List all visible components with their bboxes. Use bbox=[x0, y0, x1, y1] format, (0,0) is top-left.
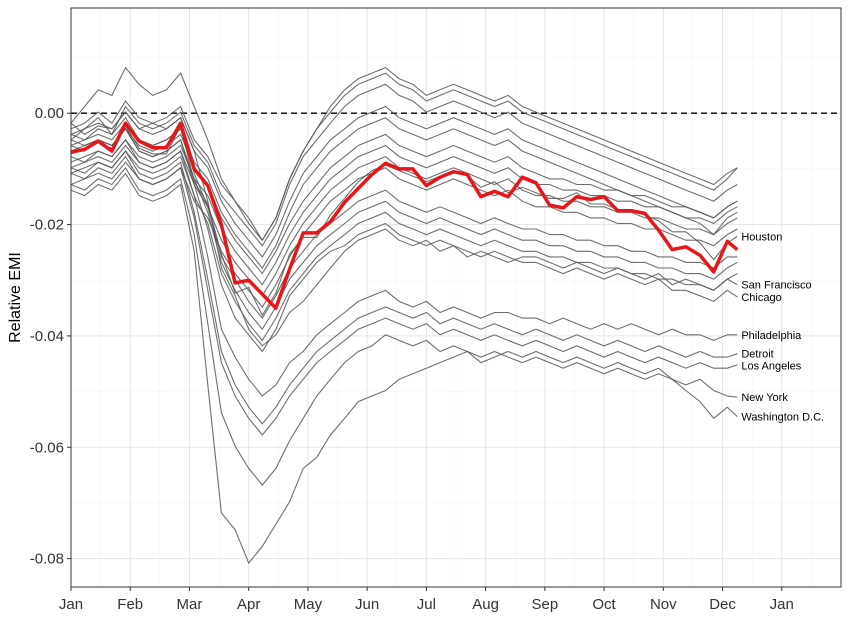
x-tick-label: Feb bbox=[117, 596, 143, 613]
city-label-houston: Houston bbox=[741, 231, 782, 243]
x-tick-label: Aug bbox=[472, 596, 499, 613]
x-axis: Jan Feb Mar Apr May Jun Jul Aug Sep Oct Nov Dec Jan bbox=[59, 587, 794, 613]
series-line-washington-d-c bbox=[70, 172, 738, 565]
x-tick-label: Dec bbox=[709, 596, 736, 613]
series-line bbox=[70, 139, 738, 286]
city-label-detroit: Detroit bbox=[741, 349, 773, 361]
city-label-washington-d-c: Washington D.C. bbox=[741, 412, 824, 424]
series-line-philadelphia bbox=[70, 138, 738, 397]
series-line-detroit bbox=[70, 150, 738, 425]
x-tick-label: Sep bbox=[531, 596, 558, 613]
series-line bbox=[70, 105, 738, 258]
plot-panel-border bbox=[70, 7, 842, 588]
series-line bbox=[70, 72, 738, 242]
city-label-new-york: New York bbox=[741, 392, 788, 404]
x-tick-label: Nov bbox=[650, 596, 677, 613]
series-line bbox=[70, 66, 738, 242]
series-line-new-york bbox=[70, 166, 738, 486]
city-label-los-angeles: Los Angeles bbox=[741, 361, 801, 373]
series-line bbox=[70, 127, 738, 331]
city-label-philadelphia: Philadelphia bbox=[741, 330, 802, 342]
y-tick-label: -0.04 bbox=[30, 328, 64, 345]
series-line bbox=[70, 150, 738, 342]
series-line bbox=[70, 161, 738, 308]
x-tick-label: Oct bbox=[592, 596, 616, 613]
y-axis-title: Relative EMI bbox=[7, 252, 24, 343]
mean-series-layer bbox=[70, 121, 739, 310]
y-tick-label: -0.02 bbox=[30, 217, 64, 234]
series-line-los-angeles bbox=[70, 155, 738, 436]
x-tick-label: Mar bbox=[177, 596, 203, 613]
y-axis: 0.00 -0.02 -0.04 -0.06 -0.08 bbox=[30, 105, 71, 568]
x-tick-label: Jan bbox=[770, 596, 794, 613]
x-tick-label: Jun bbox=[355, 596, 379, 613]
mean-series-line bbox=[70, 121, 739, 310]
city-label-san-francisco: San Francisco bbox=[741, 280, 811, 292]
series-line bbox=[70, 127, 738, 275]
y-tick-label: -0.08 bbox=[30, 551, 64, 568]
series-line bbox=[70, 83, 738, 247]
city-label-chicago: Chicago bbox=[741, 292, 781, 304]
x-tick-label: Jan bbox=[59, 596, 83, 613]
x-tick-label: Jul bbox=[417, 596, 436, 613]
y-tick-label: 0.00 bbox=[35, 105, 64, 122]
y-tick-label: -0.06 bbox=[30, 439, 64, 456]
x-tick-label: May bbox=[294, 596, 323, 613]
x-tick-label: Apr bbox=[237, 596, 260, 613]
